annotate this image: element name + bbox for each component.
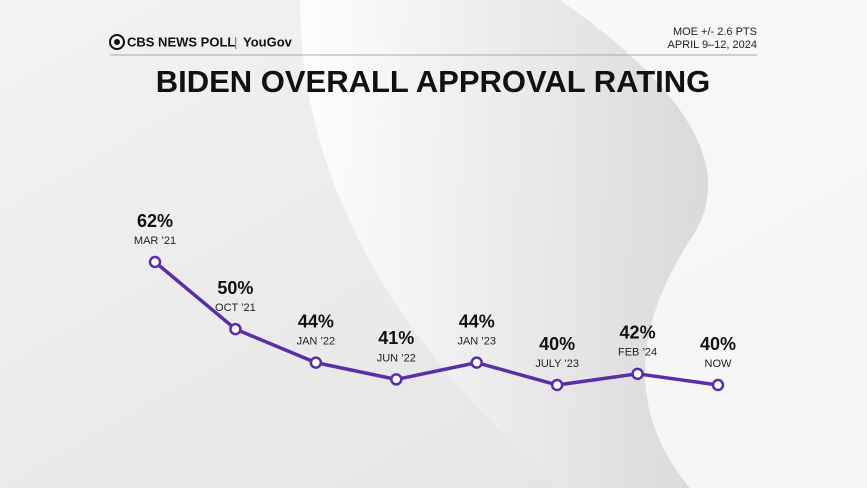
category-label: MAR ’21 xyxy=(134,235,176,247)
marker xyxy=(229,322,242,336)
category-label: OCT ’21 xyxy=(215,302,256,314)
marker xyxy=(309,356,323,369)
value-label: 42% xyxy=(620,323,656,343)
separator: | xyxy=(234,34,237,49)
value-label: 44% xyxy=(298,311,334,331)
category-label: JUN ’22 xyxy=(377,352,416,364)
line xyxy=(153,260,719,387)
chart-title: BIDEN OVERALL APPROVAL RATING xyxy=(156,64,711,99)
background-swoosh xyxy=(560,0,867,488)
background-swoosh xyxy=(300,0,709,488)
category-label: NOW xyxy=(705,358,733,370)
category-label: JAN ’22 xyxy=(297,336,336,348)
source: YouGov xyxy=(243,34,293,49)
marker xyxy=(550,378,564,392)
marker xyxy=(148,255,162,269)
cbs-logo xyxy=(114,39,120,45)
value-label: 41% xyxy=(378,328,414,348)
category-label: JAN ’23 xyxy=(457,336,496,348)
category-label: FEB ’24 xyxy=(618,347,657,359)
note: MOE +/- 2.6 PTS xyxy=(673,26,757,38)
value-label: 50% xyxy=(217,278,253,298)
note: APRIL 9–12, 2024 xyxy=(668,39,758,51)
marker xyxy=(631,367,644,381)
cbs-logo xyxy=(109,34,125,50)
category-label: JULY ’23 xyxy=(535,358,579,370)
value-label: 40% xyxy=(539,334,575,354)
source: CBS NEWS POLL xyxy=(127,34,235,49)
marker xyxy=(711,378,725,392)
value-label: 44% xyxy=(459,311,495,331)
marker xyxy=(470,356,483,369)
marker xyxy=(390,373,403,386)
value-label: 40% xyxy=(700,334,736,354)
value-label: 62% xyxy=(137,211,173,231)
